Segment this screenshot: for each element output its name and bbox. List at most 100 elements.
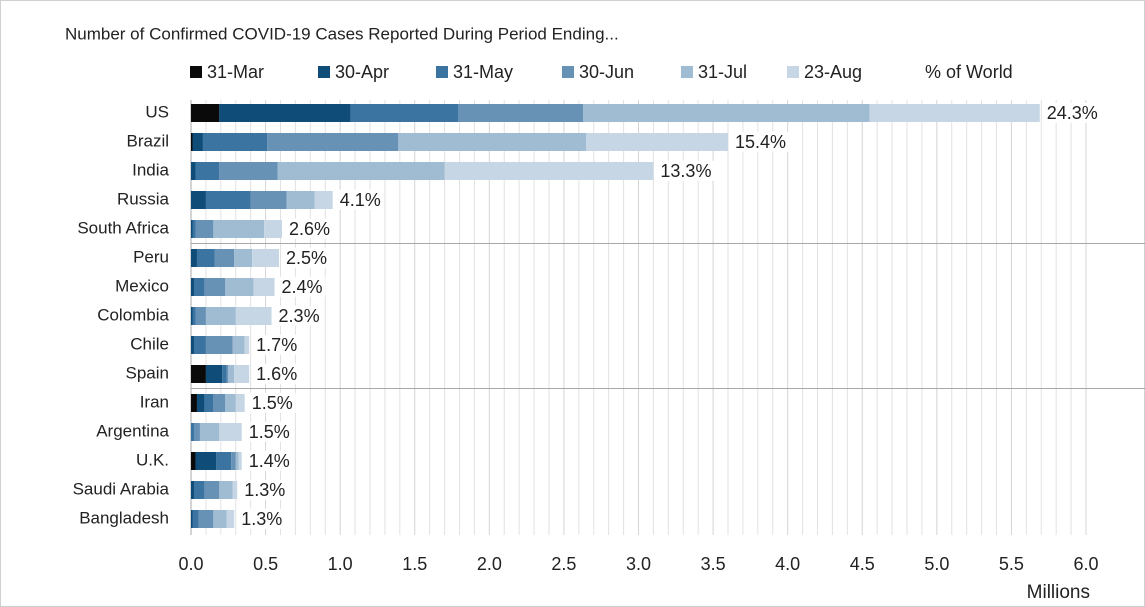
bar-segment <box>198 510 214 528</box>
bar-segment <box>192 133 203 151</box>
y-tick-label: Brazil <box>126 131 169 150</box>
bar-segment <box>191 365 206 383</box>
x-axis-label: Millions <box>1027 582 1090 603</box>
share-label: 1.4% <box>249 451 290 471</box>
bar-segment <box>219 423 242 441</box>
bar-segment <box>192 220 196 238</box>
y-tick-label: Mexico <box>115 276 169 295</box>
share-label: 1.7% <box>256 335 297 355</box>
x-tick-label: 3.0 <box>626 554 651 574</box>
bar-segment <box>238 452 242 470</box>
bar-segment <box>199 423 220 441</box>
share-label-bg <box>657 160 715 181</box>
share-label-bg <box>336 189 384 210</box>
legend-label: 30-Apr <box>335 62 389 82</box>
share-label: 15.4% <box>735 132 786 152</box>
share-label-bg <box>238 508 286 529</box>
bar-segment <box>191 162 196 180</box>
share-label-bg <box>245 450 293 471</box>
share-label: 1.3% <box>241 509 282 529</box>
y-tick-label: Chile <box>130 334 169 353</box>
x-tick-label: 2.0 <box>477 554 502 574</box>
bar-segment <box>458 104 584 122</box>
bar-segment <box>225 394 236 412</box>
bar-segment <box>219 104 351 122</box>
x-tick-label: 1.5 <box>402 554 427 574</box>
bar-segment <box>231 452 236 470</box>
bar-segment <box>444 162 654 180</box>
share-label: 2.6% <box>289 219 330 239</box>
y-tick-label: Saudi Arabia <box>73 479 170 498</box>
share-label-bg <box>245 421 293 442</box>
bar-segment <box>213 394 226 412</box>
share-label-bg <box>1043 102 1101 123</box>
share-label-bg <box>732 131 790 152</box>
x-tick-label: 0.0 <box>178 554 203 574</box>
bar-segment <box>191 423 194 441</box>
bar-segment <box>253 278 275 296</box>
bar-segment <box>204 278 226 296</box>
bar-segment <box>191 510 193 528</box>
y-tick-label: Colombia <box>97 305 169 324</box>
bar-segment <box>583 104 870 122</box>
chart-title: Number of Confirmed COVID-19 Cases Repor… <box>65 24 619 43</box>
legend-label: 31-Jul <box>698 62 747 82</box>
share-label-bg <box>248 392 296 413</box>
bar-segment <box>226 365 229 383</box>
share-label: 13.3% <box>660 161 711 181</box>
y-tick-label: U.K. <box>136 450 169 469</box>
x-tick-label: 2.5 <box>551 554 576 574</box>
bar-segment <box>193 423 200 441</box>
share-label-bg <box>253 334 301 355</box>
bar-segment <box>226 510 235 528</box>
legend-label: 23-Aug <box>804 62 862 82</box>
bar-segment <box>213 220 265 238</box>
share-label: 2.3% <box>279 306 320 326</box>
bar-segment <box>235 394 245 412</box>
bar-segment <box>191 394 197 412</box>
share-label-bg <box>278 276 326 297</box>
bar-segment <box>191 220 193 238</box>
bar-segment <box>193 278 205 296</box>
legend-label: 31-May <box>453 62 513 82</box>
y-tick-label: India <box>132 160 169 179</box>
bar-segment <box>193 481 205 499</box>
share-label: 2.4% <box>282 277 323 297</box>
x-tick-label: 4.0 <box>775 554 800 574</box>
x-tick-label: 4.5 <box>850 554 875 574</box>
bar-segment <box>228 365 235 383</box>
bar-segment <box>250 191 287 209</box>
bar-segment <box>195 220 214 238</box>
legend-label: 31-Mar <box>207 62 264 82</box>
bar-segment <box>191 104 220 122</box>
share-label: 4.1% <box>340 190 381 210</box>
y-tick-label: US <box>145 102 169 121</box>
bar-segment <box>314 191 333 209</box>
share-label: 2.5% <box>286 248 327 268</box>
bar-segment <box>202 133 268 151</box>
bar-segment <box>214 249 235 267</box>
y-tick-label: Peru <box>133 247 169 266</box>
x-tick-label: 3.5 <box>701 554 726 574</box>
bar-segment <box>191 278 194 296</box>
x-tick-label: 6.0 <box>1073 554 1098 574</box>
bar-segment <box>398 133 587 151</box>
bar-segment <box>196 249 215 267</box>
bar-segment <box>234 249 253 267</box>
x-tick-label: 0.5 <box>253 554 278 574</box>
bar-segment <box>264 220 282 238</box>
x-tick-label: 5.5 <box>999 554 1024 574</box>
bar-segment <box>586 133 728 151</box>
share-label: 24.3% <box>1047 103 1098 123</box>
bar-segment <box>191 452 196 470</box>
bar-segment <box>234 365 250 383</box>
y-tick-label: Iran <box>140 392 169 411</box>
bar-segment <box>219 481 233 499</box>
share-label-bg <box>285 218 334 239</box>
bar-segment <box>205 336 233 354</box>
bar-segment <box>235 307 272 325</box>
bar-segment <box>286 191 315 209</box>
